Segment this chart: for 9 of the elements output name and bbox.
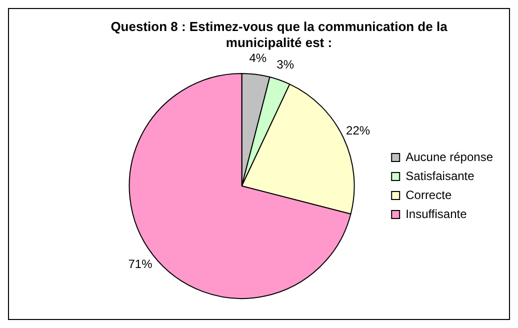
legend-label: Correcte <box>406 188 452 202</box>
legend-label: Satisfaisante <box>406 168 475 183</box>
data-label: 4% <box>249 50 267 65</box>
data-label: 71% <box>128 257 153 272</box>
legend-label: Aucune réponse <box>406 150 494 164</box>
data-label: 22% <box>346 124 370 138</box>
chart-title: Question 8 : Estimez-vous que la communication de la municipalité est : <box>110 19 448 51</box>
data-label: 3% <box>276 57 294 72</box>
legend-label: Insuffisante <box>406 206 468 221</box>
